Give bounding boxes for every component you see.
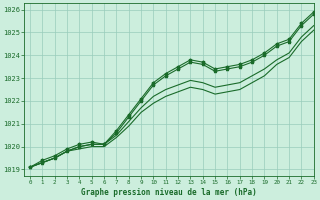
X-axis label: Graphe pression niveau de la mer (hPa): Graphe pression niveau de la mer (hPa) bbox=[81, 188, 257, 197]
